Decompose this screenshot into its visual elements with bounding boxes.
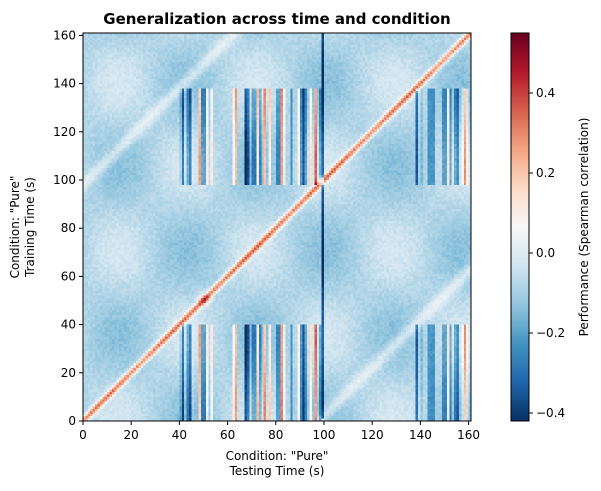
x-axis-label: Condition: "Pure" Testing Time (s) xyxy=(226,449,329,478)
x-tick-label: 120 xyxy=(361,428,384,442)
x-tick-label: 0 xyxy=(79,428,87,442)
y-tick-label: 80 xyxy=(61,221,76,235)
x-axis-ticks: 0 20 40 60 80 100 120 140 160 xyxy=(79,421,480,442)
colorbar-tick-label: 0.4 xyxy=(536,86,555,100)
y-tick-label: 120 xyxy=(53,125,76,139)
colorbar-ticks: −0.4 −0.2 0.0 0.2 0.4 xyxy=(529,86,565,420)
y-tick-label: 60 xyxy=(61,269,76,283)
plot-frame xyxy=(82,32,472,422)
colorbar xyxy=(510,32,530,422)
y-axis-label: Condition: "Pure"Training Time (s) xyxy=(8,176,37,279)
colorbar-tick-label: −0.2 xyxy=(536,326,565,340)
x-tick-label: 20 xyxy=(124,428,139,442)
x-tick-label: 40 xyxy=(172,428,187,442)
y-tick-label: 100 xyxy=(53,173,76,187)
y-tick-label: 20 xyxy=(61,366,76,380)
y-tick-label: 0 xyxy=(68,414,76,428)
x-tick-label: 160 xyxy=(457,428,480,442)
y-tick-label: 160 xyxy=(53,28,76,42)
heatmap xyxy=(83,33,471,421)
x-tick-label: 140 xyxy=(409,428,432,442)
x-tick-label: 100 xyxy=(313,428,336,442)
colorbar-tick-label: 0.0 xyxy=(536,246,555,260)
y-tick-label: 40 xyxy=(61,318,76,332)
x-tick-label: 60 xyxy=(220,428,235,442)
colorbar-label: Performance (Spearman correlation) xyxy=(577,118,591,337)
colorbar-tick-label: −0.4 xyxy=(536,406,565,420)
colorbar-tick-label: 0.2 xyxy=(536,166,555,180)
y-tick-label: 140 xyxy=(53,77,76,91)
y-axis-ticks: 0 20 40 60 80 100 120 140 160 xyxy=(53,28,83,428)
chart-title: Generalization across time and condition xyxy=(103,10,450,28)
heatmap-cells xyxy=(83,33,471,421)
x-tick-label: 80 xyxy=(268,428,283,442)
